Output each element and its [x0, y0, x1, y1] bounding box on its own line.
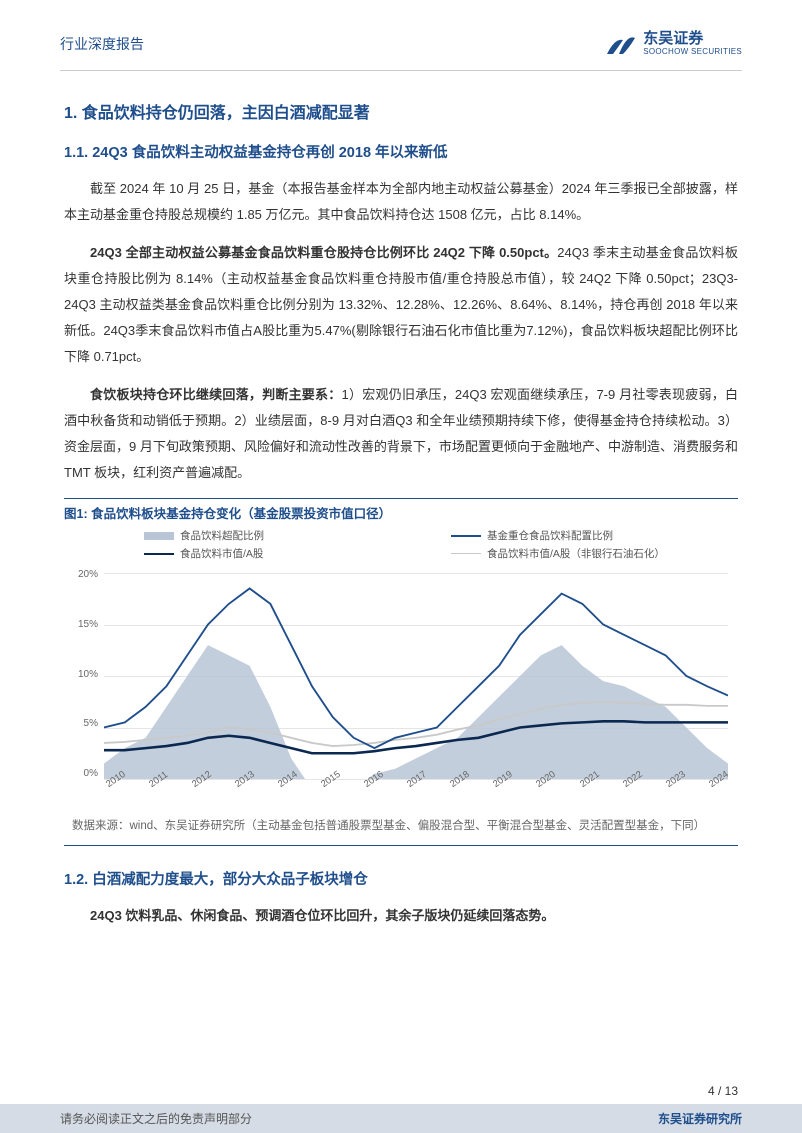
logo-en: SOOCHOW SECURITIES	[643, 48, 742, 57]
page-header: 行业深度报告 东吴证券 SOOCHOW SECURITIES	[60, 30, 742, 71]
legend-item-4: 食品饮料市值/A股（非银行石油石化）	[451, 546, 738, 561]
page-number: 4 / 13	[0, 1084, 802, 1104]
figure-1-title: 图1: 食品饮料板块基金持仓变化（基金股票投资市值口径）	[64, 498, 738, 528]
paragraph-2: 24Q3 全部主动权益公募基金食品饮料重仓股持仓比例环比 24Q2 下降 0.5…	[64, 240, 738, 370]
heading-1: 1. 食品饮料持仓仍回落，主因白酒减配显著	[64, 99, 738, 123]
footer-disclaimer: 请务必阅读正文之后的免责声明部分	[60, 1110, 252, 1127]
legend-item-2: 基金重仓食品饮料配置比例	[451, 528, 738, 543]
chart-legend: 食品饮料超配比例 基金重仓食品饮料配置比例 食品饮料市值/A股 食品饮料市值/A…	[144, 528, 738, 561]
heading-1-1: 1.1. 24Q3 食品饮料主动权益基金持仓再创 2018 年以来新低	[64, 141, 738, 162]
logo-icon	[605, 30, 637, 58]
content-body: 1. 食品饮料持仓仍回落，主因白酒减配显著 1.1. 24Q3 食品饮料主动权益…	[60, 99, 742, 929]
heading-1-2: 1.2. 白酒减配力度最大，部分大众品子板块增仓	[64, 868, 738, 889]
plot-area	[104, 573, 728, 779]
legend-item-1: 食品饮料超配比例	[144, 528, 431, 543]
paragraph-4: 24Q3 饮料乳品、休闲食品、预调酒仓位环比回升，其余子版块仍延续回落态势。	[64, 903, 738, 929]
x-axis: 2010 2011 2012 2013 2014 2015 2016 2017 …	[104, 781, 728, 809]
logo-cn: 东吴证券	[643, 31, 742, 48]
footer-institute: 东吴证券研究所	[658, 1110, 742, 1127]
figure-1-source: 数据来源：wind、东吴证券研究所（主动基金包括普通股票型基金、偏股混合型、平衡…	[64, 811, 738, 846]
figure-1-chart: 20% 15% 10% 5% 0% 2010 2011 2012 2013 20…	[64, 569, 738, 809]
paragraph-3: 食饮板块持仓环比继续回落，判断主要系：1）宏观仍旧承压，24Q3 宏观面继续承压…	[64, 382, 738, 486]
company-logo: 东吴证券 SOOCHOW SECURITIES	[605, 30, 742, 58]
page-footer: 4 / 13 请务必阅读正文之后的免责声明部分 东吴证券研究所	[0, 1084, 802, 1133]
paragraph-1: 截至 2024 年 10 月 25 日，基金（本报告基金样本为全部内地主动权益公…	[64, 176, 738, 228]
y-axis: 20% 15% 10% 5% 0%	[64, 569, 102, 779]
legend-item-3: 食品饮料市值/A股	[144, 546, 431, 561]
doc-type: 行业深度报告	[60, 34, 144, 54]
